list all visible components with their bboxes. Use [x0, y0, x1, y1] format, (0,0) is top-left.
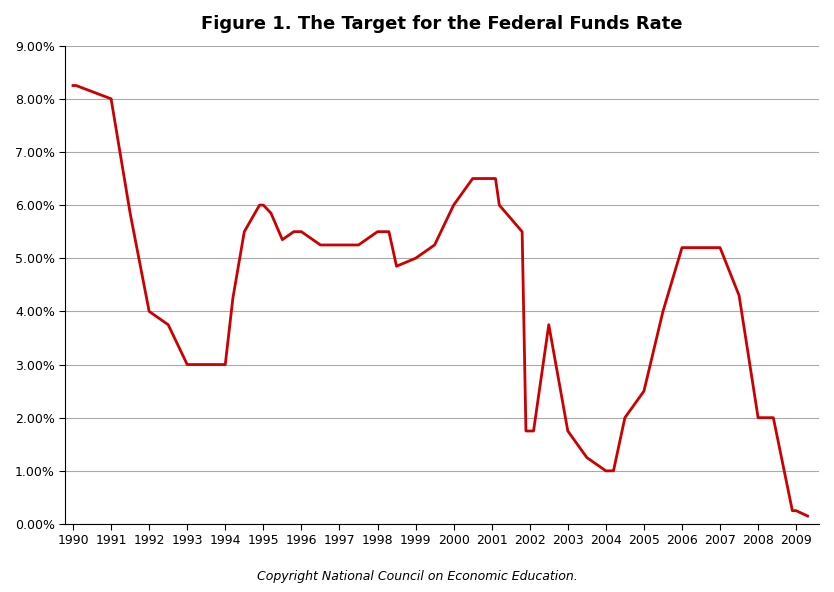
Text: Copyright National Council on Economic Education.: Copyright National Council on Economic E… — [257, 570, 577, 583]
Title: Figure 1. The Target for the Federal Funds Rate: Figure 1. The Target for the Federal Fun… — [202, 15, 683, 33]
